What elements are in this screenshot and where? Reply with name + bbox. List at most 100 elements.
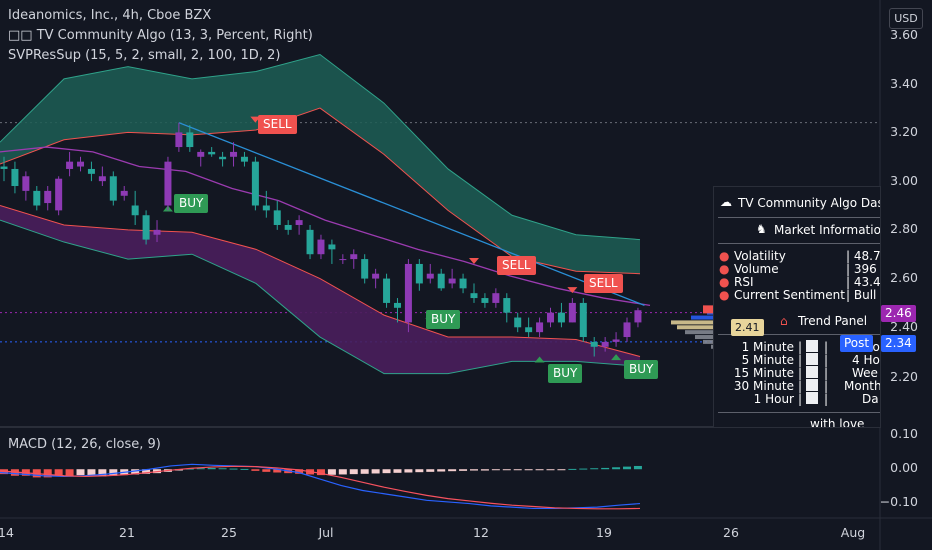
support-band-edge (0, 205, 641, 357)
trend-timeframe: 15 Minute (733, 366, 794, 380)
algo-dashboard-panel: ☁ TV Community Algo Dash ♞ Market Inform… (713, 186, 881, 428)
volume-profile-bar (677, 325, 729, 330)
macd-tick: 0.00 (890, 460, 918, 475)
trendline (178, 122, 645, 306)
panel-footer: with love (810, 417, 865, 428)
macd-histogram-bar (437, 469, 446, 472)
candle-body (568, 302, 576, 323)
macd-histogram-bar (535, 469, 544, 471)
macd-histogram-bar (131, 469, 140, 475)
macd-histogram-bar (349, 469, 358, 475)
macd-histogram-bar (273, 469, 282, 473)
candle-body (55, 178, 63, 211)
price-tick: 3.40 (890, 76, 918, 91)
candle-body (623, 322, 631, 338)
macd-histogram-bar (590, 468, 599, 470)
price-tick: 2.80 (890, 221, 918, 236)
candle-body (284, 224, 292, 230)
candle-body (109, 176, 117, 201)
price-tick: 2.20 (890, 369, 918, 384)
time-tick: 25 (221, 525, 237, 540)
candle-body (579, 302, 587, 338)
candle-body (120, 190, 128, 196)
macd-histogram-bar (612, 467, 621, 470)
candle-body (175, 132, 183, 148)
macd-histogram-bar (371, 469, 380, 474)
last-price-tag: 2.46 (881, 305, 916, 322)
macd-histogram-bar (513, 469, 522, 471)
trend-separator: | (798, 392, 803, 406)
candle-body (317, 239, 325, 255)
volume-profile-bar (691, 315, 729, 320)
macd-histogram-bar (557, 469, 566, 471)
macd-histogram-bar (546, 469, 555, 471)
candle-body (634, 310, 642, 323)
candle-body (525, 327, 533, 333)
macd-legend: MACD (12, 26, close, 9) (8, 437, 161, 452)
candle-body (470, 293, 478, 299)
metric-value: | 396 (846, 262, 877, 276)
candle-body (372, 273, 380, 279)
macd-histogram-bar (633, 465, 642, 470)
sell-signal: SELL (584, 274, 623, 293)
sell-signal: SELL (258, 115, 297, 134)
trend-chart-icon (806, 392, 818, 404)
macd-histogram-bar (196, 468, 205, 470)
macd-histogram-bar (142, 469, 151, 474)
macd-histogram-bar (338, 469, 347, 475)
macd-histogram-bar (229, 468, 238, 470)
macd-histogram-bar (426, 469, 435, 472)
indicator-legend-algo: □□ TV Community Algo (13, 3, Percent, Ri… (8, 28, 313, 43)
candle-body (77, 161, 85, 167)
trend-chart-icon (806, 340, 818, 352)
time-tick: 14 (0, 525, 14, 540)
macd-tick: 0.10 (890, 426, 918, 441)
metric-label: Volatility (734, 249, 786, 263)
time-tick: 12 (473, 525, 489, 540)
buy-signal: BUY (624, 360, 659, 379)
candle-body (186, 132, 194, 148)
trend-separator: | (824, 353, 829, 367)
macd-histogram-bar (43, 469, 52, 478)
price-tick: 3.00 (890, 173, 918, 188)
resistance-band (0, 54, 640, 274)
trend-timeframe: 4 Ho (852, 353, 880, 367)
candle-body (415, 263, 423, 284)
candle-body (459, 278, 467, 289)
panel-divider (718, 334, 880, 335)
metric-label: RSI (734, 275, 754, 289)
pin-icon: ● (719, 249, 730, 263)
candle-body (87, 168, 95, 174)
candle-body (536, 322, 544, 333)
panel-divider (718, 217, 880, 218)
candle-body (393, 302, 401, 308)
macd-histogram-bar (251, 469, 260, 471)
trend-timeframe: 1 Hour (753, 392, 794, 406)
macd-histogram-bar (218, 468, 227, 470)
trend-separator: | (824, 340, 829, 354)
volume-profile-bar (671, 320, 729, 325)
macd-histogram-bar (502, 469, 511, 471)
time-tick: 26 (723, 525, 739, 540)
macd-histogram-bar (295, 469, 304, 474)
macd-histogram-bar (240, 468, 249, 470)
macd-histogram-bar (185, 468, 194, 470)
buy-arrow (611, 354, 622, 361)
macd-histogram-bar (316, 469, 325, 476)
candle-body (547, 312, 554, 323)
candle-body (197, 151, 205, 157)
indicator-legend-svpressup: SVPResSup (15, 5, 2, small, 2, 100, 1D, … (8, 48, 281, 63)
market-info-heading: Market Information (774, 223, 881, 237)
currency-button[interactable]: USD (889, 8, 923, 29)
candle-body (164, 161, 172, 206)
price-tick: 2.60 (890, 270, 918, 285)
candle-body (295, 220, 303, 225)
time-tick: Aug (840, 525, 866, 540)
trend-separator: | (824, 392, 829, 406)
market-icon: ♞ (756, 222, 767, 236)
macd-line (0, 463, 641, 510)
candle-body (273, 210, 281, 225)
macd-histogram-bar (601, 467, 610, 470)
